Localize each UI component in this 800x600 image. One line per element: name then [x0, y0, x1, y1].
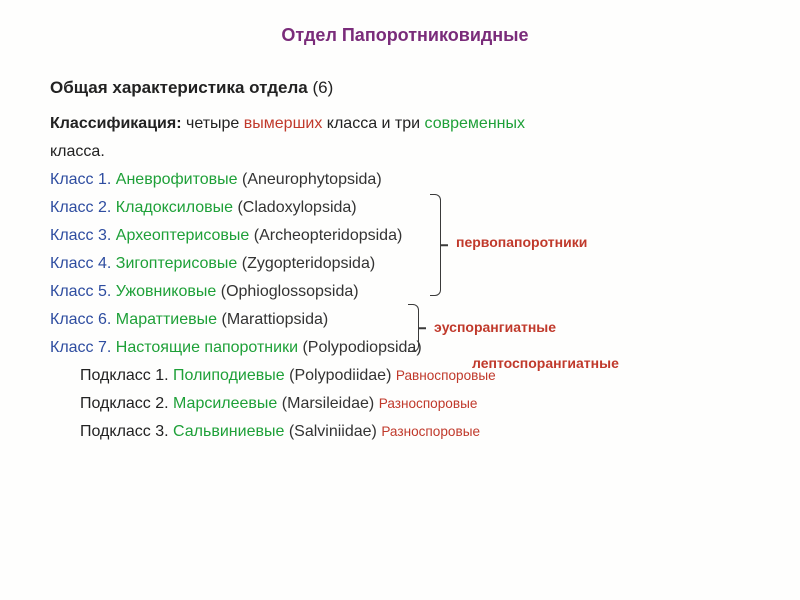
class-latin: (Zygopteridopsida)	[242, 255, 375, 272]
subclass-name: Марсилеевые	[173, 395, 277, 412]
intro-red1: вымерших	[244, 115, 323, 132]
class-row: Класс 7. Настоящие папоротники (Polypodi…	[50, 336, 760, 360]
class-prefix: Класс 1.	[50, 171, 111, 188]
subclass-prefix: Подкласс 3.	[80, 423, 169, 440]
subclass-spore: Разноспоровые	[381, 424, 480, 439]
subclass-latin: (Marsileidae)	[282, 395, 374, 412]
class-row: Класс 3. Археоптерисовые (Archeopteridop…	[50, 224, 760, 248]
class-latin: (Cladoxylopsida)	[237, 199, 356, 216]
class-prefix: Класс 4.	[50, 255, 111, 272]
slide: Отдел Папоротниковидные Общая характерис…	[0, 0, 800, 600]
intro-t2: класса и три	[322, 115, 424, 132]
class-row: Класс 5. Ужовниковые (Ophioglossopsida)	[50, 280, 760, 304]
subclass-name: Сальвиниевые	[173, 423, 284, 440]
class-row: Класс 4. Зигоптерисовые (Zygopteridopsid…	[50, 252, 760, 276]
label-eusporangiate: эуспорангиатные	[434, 319, 556, 335]
subclass-latin: (Polypodiidae)	[289, 367, 391, 384]
subclass-prefix: Подкласс 1.	[80, 367, 169, 384]
class-name: Аневрофитовые	[116, 171, 238, 188]
class-latin: (Ophioglossopsida)	[221, 283, 359, 300]
class-row: Класс 2. Кладоксиловые (Cladoxylopsida)	[50, 196, 760, 220]
class-latin: (Polypodiopsida)	[302, 339, 421, 356]
subclass-prefix: Подкласс 2.	[80, 395, 169, 412]
class-row: Класс 1. Аневрофитовые (Aneurophytopsida…	[50, 168, 760, 192]
class-latin: (Archeopteridopsida)	[254, 227, 403, 244]
subclass-row: Подкласс 3. Сальвиниевые (Salviniidae) Р…	[50, 420, 760, 444]
subclass-spore: Разноспоровые	[379, 396, 478, 411]
brace-eusporangiate	[408, 304, 419, 352]
class-name: Настоящие папоротники	[116, 339, 298, 356]
subclass-row: Подкласс 2. Марсилеевые (Marsileidae) Ра…	[50, 392, 760, 416]
slide-title: Отдел Папоротниковидные	[50, 25, 760, 46]
class-list: Класс 1. Аневрофитовые (Aneurophytopsida…	[50, 168, 760, 360]
subtitle-bold: Общая характеристика отдела	[50, 78, 308, 97]
class-name: Археоптерисовые	[116, 227, 250, 244]
brace-primary-ferns	[430, 194, 441, 296]
class-name: Мараттиевые	[116, 311, 217, 328]
class-name: Зигоптерисовые	[116, 255, 238, 272]
intro-bold: Классификация:	[50, 115, 182, 132]
class-prefix: Класс 2.	[50, 199, 111, 216]
intro-line-2: класса.	[50, 140, 760, 164]
class-prefix: Класс 5.	[50, 283, 111, 300]
intro-green1: современных	[425, 115, 525, 132]
class-prefix: Класс 3.	[50, 227, 111, 244]
class-latin: (Aneurophytopsida)	[242, 171, 382, 188]
class-latin: (Marattiopsida)	[222, 311, 329, 328]
subtitle: Общая характеристика отдела (6)	[50, 78, 760, 98]
brace-tip-icon	[440, 244, 448, 246]
class-prefix: Класс 6.	[50, 311, 111, 328]
class-name: Ужовниковые	[116, 283, 216, 300]
subclass-name: Полиподиевые	[173, 367, 285, 384]
intro-t1: четыре	[182, 115, 244, 132]
class-prefix: Класс 7.	[50, 339, 111, 356]
class-name: Кладоксиловые	[116, 199, 233, 216]
label-primary-ferns: первопапоротники	[456, 234, 587, 250]
subtitle-count: (6)	[312, 78, 333, 97]
intro-line: Классификация: четыре вымерших класса и …	[50, 112, 760, 136]
subclass-row: Подкласс 1. Полиподиевые (Polypodiidae) …	[50, 364, 760, 388]
brace-tip-icon	[418, 327, 426, 329]
class-row: Класс 6. Мараттиевые (Marattiopsida)	[50, 308, 760, 332]
subclass-latin: (Salviniidae)	[289, 423, 377, 440]
label-leptosporangiate: лептоспорангиатные	[472, 355, 619, 371]
subclass-list: Подкласс 1. Полиподиевые (Polypodiidae) …	[50, 364, 760, 444]
